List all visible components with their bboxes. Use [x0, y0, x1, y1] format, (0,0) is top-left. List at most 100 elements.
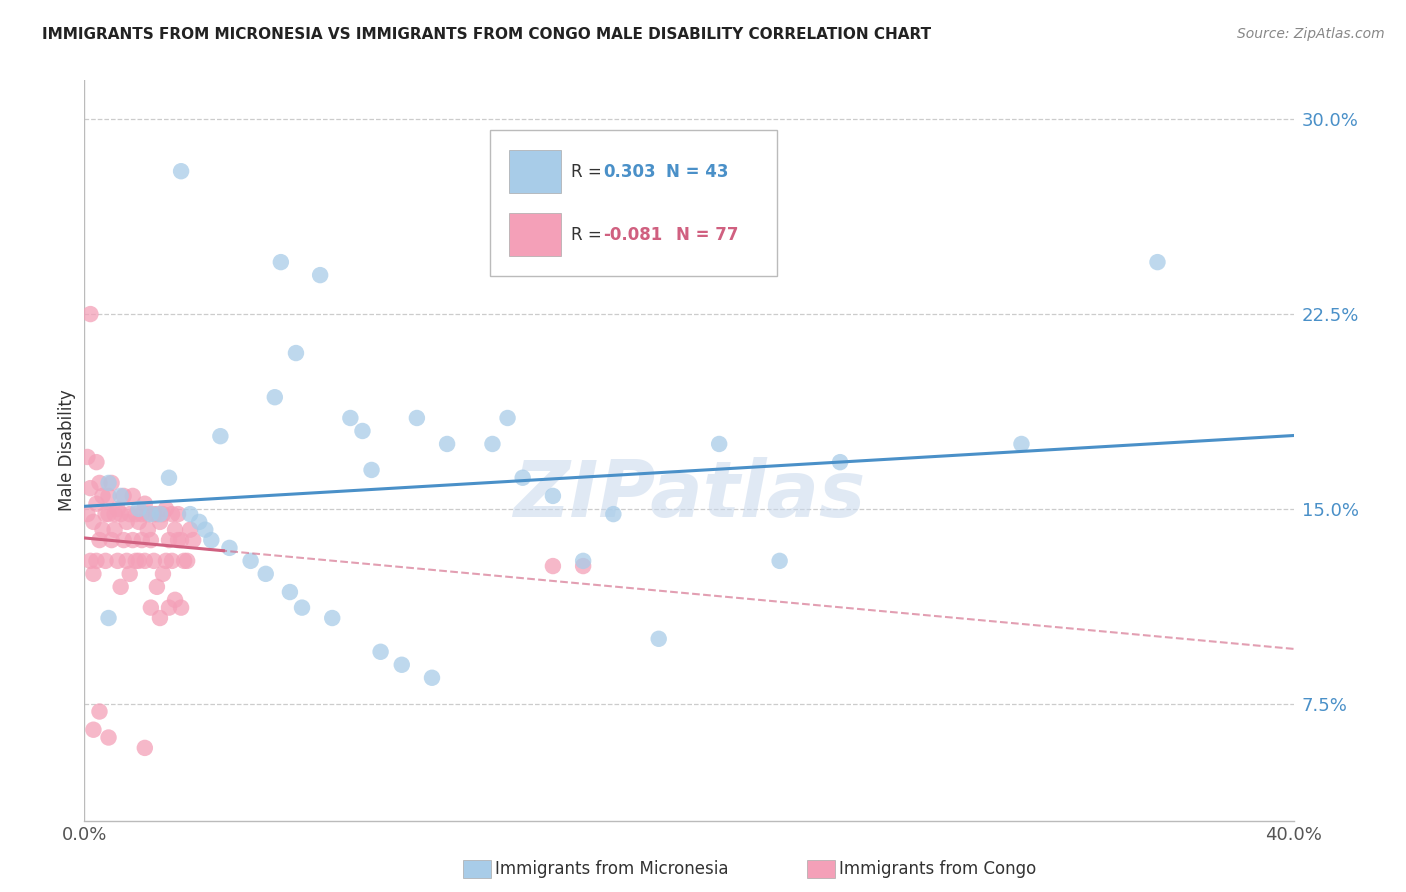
Point — [176, 554, 198, 568]
Point — [146, 580, 169, 594]
Point — [270, 255, 292, 269]
Point — [769, 554, 792, 568]
Y-axis label: Male Disability: Male Disability — [58, 390, 76, 511]
Point — [285, 346, 308, 360]
Point — [134, 497, 156, 511]
Point — [125, 554, 148, 568]
Point — [173, 554, 195, 568]
Point — [142, 507, 165, 521]
Point — [79, 554, 101, 568]
Text: Immigrants from Micronesia: Immigrants from Micronesia — [495, 860, 728, 878]
Point — [181, 533, 204, 547]
Point — [149, 611, 172, 625]
Text: N = 77: N = 77 — [676, 226, 738, 244]
Point — [155, 502, 177, 516]
Point — [125, 507, 148, 521]
Point — [97, 507, 120, 521]
Point — [128, 554, 150, 568]
Point — [496, 411, 519, 425]
Point — [115, 554, 138, 568]
Point — [602, 507, 624, 521]
Point — [160, 507, 183, 521]
Text: IMMIGRANTS FROM MICRONESIA VS IMMIGRANTS FROM CONGO MALE DISABILITY CORRELATION : IMMIGRANTS FROM MICRONESIA VS IMMIGRANTS… — [42, 27, 931, 42]
Point — [149, 515, 172, 529]
Point — [179, 523, 201, 537]
Point — [170, 164, 193, 178]
Point — [157, 533, 180, 547]
Point — [1146, 255, 1168, 269]
Point — [112, 533, 135, 547]
Point — [165, 592, 187, 607]
Point — [648, 632, 671, 646]
Point — [91, 523, 114, 537]
Point — [104, 523, 127, 537]
Text: 0.303: 0.303 — [603, 162, 657, 180]
Point — [79, 307, 101, 321]
Point — [709, 437, 731, 451]
Point — [420, 671, 443, 685]
Point — [146, 507, 169, 521]
Point — [1011, 437, 1033, 451]
Point — [142, 554, 165, 568]
Point — [131, 507, 153, 521]
Point — [263, 390, 285, 404]
Point — [110, 507, 132, 521]
Point — [157, 600, 180, 615]
Point — [572, 554, 595, 568]
Point — [139, 600, 162, 615]
Point — [254, 566, 277, 581]
Point — [76, 507, 98, 521]
Point — [107, 554, 129, 568]
Point — [97, 475, 120, 490]
Point — [118, 507, 141, 521]
Point — [134, 740, 156, 755]
Point — [309, 268, 332, 282]
Point — [91, 489, 114, 503]
Point — [278, 585, 301, 599]
Point — [112, 489, 135, 503]
Point — [86, 497, 108, 511]
Point — [239, 554, 262, 568]
Point — [218, 541, 240, 555]
Text: Immigrants from Congo: Immigrants from Congo — [839, 860, 1036, 878]
Point — [86, 455, 108, 469]
Point — [79, 481, 101, 495]
Point — [136, 523, 159, 537]
Text: R =: R = — [571, 162, 607, 180]
Point — [179, 507, 201, 521]
Point — [94, 554, 117, 568]
Point — [541, 489, 564, 503]
Point — [76, 450, 98, 464]
Point — [121, 533, 143, 547]
Point — [82, 515, 104, 529]
Text: R =: R = — [571, 226, 607, 244]
Point — [110, 489, 132, 503]
Point — [100, 475, 122, 490]
Point — [89, 533, 111, 547]
Text: Source: ZipAtlas.com: Source: ZipAtlas.com — [1237, 27, 1385, 41]
Point — [86, 554, 108, 568]
Text: N = 43: N = 43 — [666, 162, 728, 180]
Point — [291, 600, 314, 615]
Point — [157, 471, 180, 485]
Point — [481, 437, 503, 451]
Point — [165, 523, 187, 537]
Point — [134, 554, 156, 568]
Point — [100, 533, 122, 547]
Point — [97, 611, 120, 625]
Point — [541, 559, 564, 574]
Point — [170, 600, 193, 615]
Point — [209, 429, 232, 443]
Point — [152, 507, 174, 521]
Point — [572, 559, 595, 574]
Point — [188, 515, 211, 529]
Point — [104, 507, 127, 521]
Point — [110, 580, 132, 594]
Text: ZIPatlas: ZIPatlas — [513, 457, 865, 533]
Point — [391, 657, 413, 672]
Point — [152, 566, 174, 581]
Point — [94, 507, 117, 521]
Point — [167, 507, 190, 521]
Point — [97, 731, 120, 745]
Point — [128, 515, 150, 529]
